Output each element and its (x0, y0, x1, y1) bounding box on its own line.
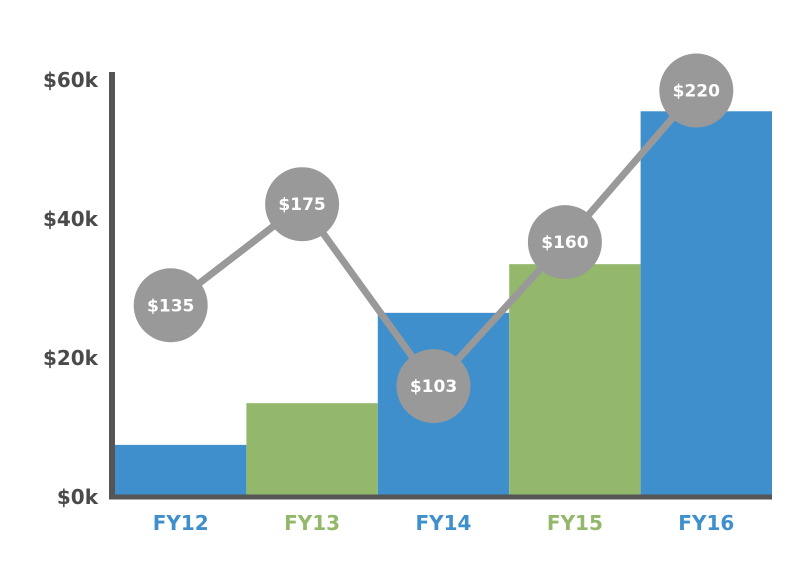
y-tick-label: $20k (43, 346, 99, 370)
bars (115, 111, 772, 498)
x-tick-label-fy14: FY14 (416, 511, 472, 535)
y-tick-label: $60k (43, 68, 99, 92)
x-ticks: FY12 FY13 FY14 FY15 FY16 (153, 511, 735, 535)
line-point-fy16 (659, 53, 734, 128)
y-tick-label: $40k (43, 207, 99, 231)
line-point-fy15 (527, 205, 602, 280)
line-points: $135 $175 $103 $160 $220 (133, 53, 734, 424)
axes (109, 72, 772, 500)
line-point-label-fy12: $135 (147, 296, 194, 316)
x-tick-label-fy16: FY16 (678, 511, 734, 535)
line-point-fy12 (133, 268, 208, 343)
bar-fy15 (509, 264, 641, 497)
y-tick-label: $0k (57, 485, 99, 509)
x-tick-label-fy12: FY12 (153, 511, 209, 535)
bar-fy16 (640, 111, 772, 498)
bar-fy12 (115, 444, 247, 497)
x-tick-label-fy13: FY13 (284, 511, 340, 535)
line-point-label-fy16: $220 (673, 82, 720, 102)
line-point-label-fy15: $160 (541, 233, 588, 253)
line-point-fy14 (396, 349, 471, 424)
y-ticks: $0k $20k $40k $60k (43, 68, 99, 509)
line-point-label-fy14: $103 (410, 377, 457, 397)
x-tick-label-fy15: FY15 (547, 511, 603, 535)
line-point-fy13 (265, 167, 340, 242)
line-point-label-fy13: $175 (278, 195, 325, 215)
bar-fy13 (246, 403, 378, 497)
